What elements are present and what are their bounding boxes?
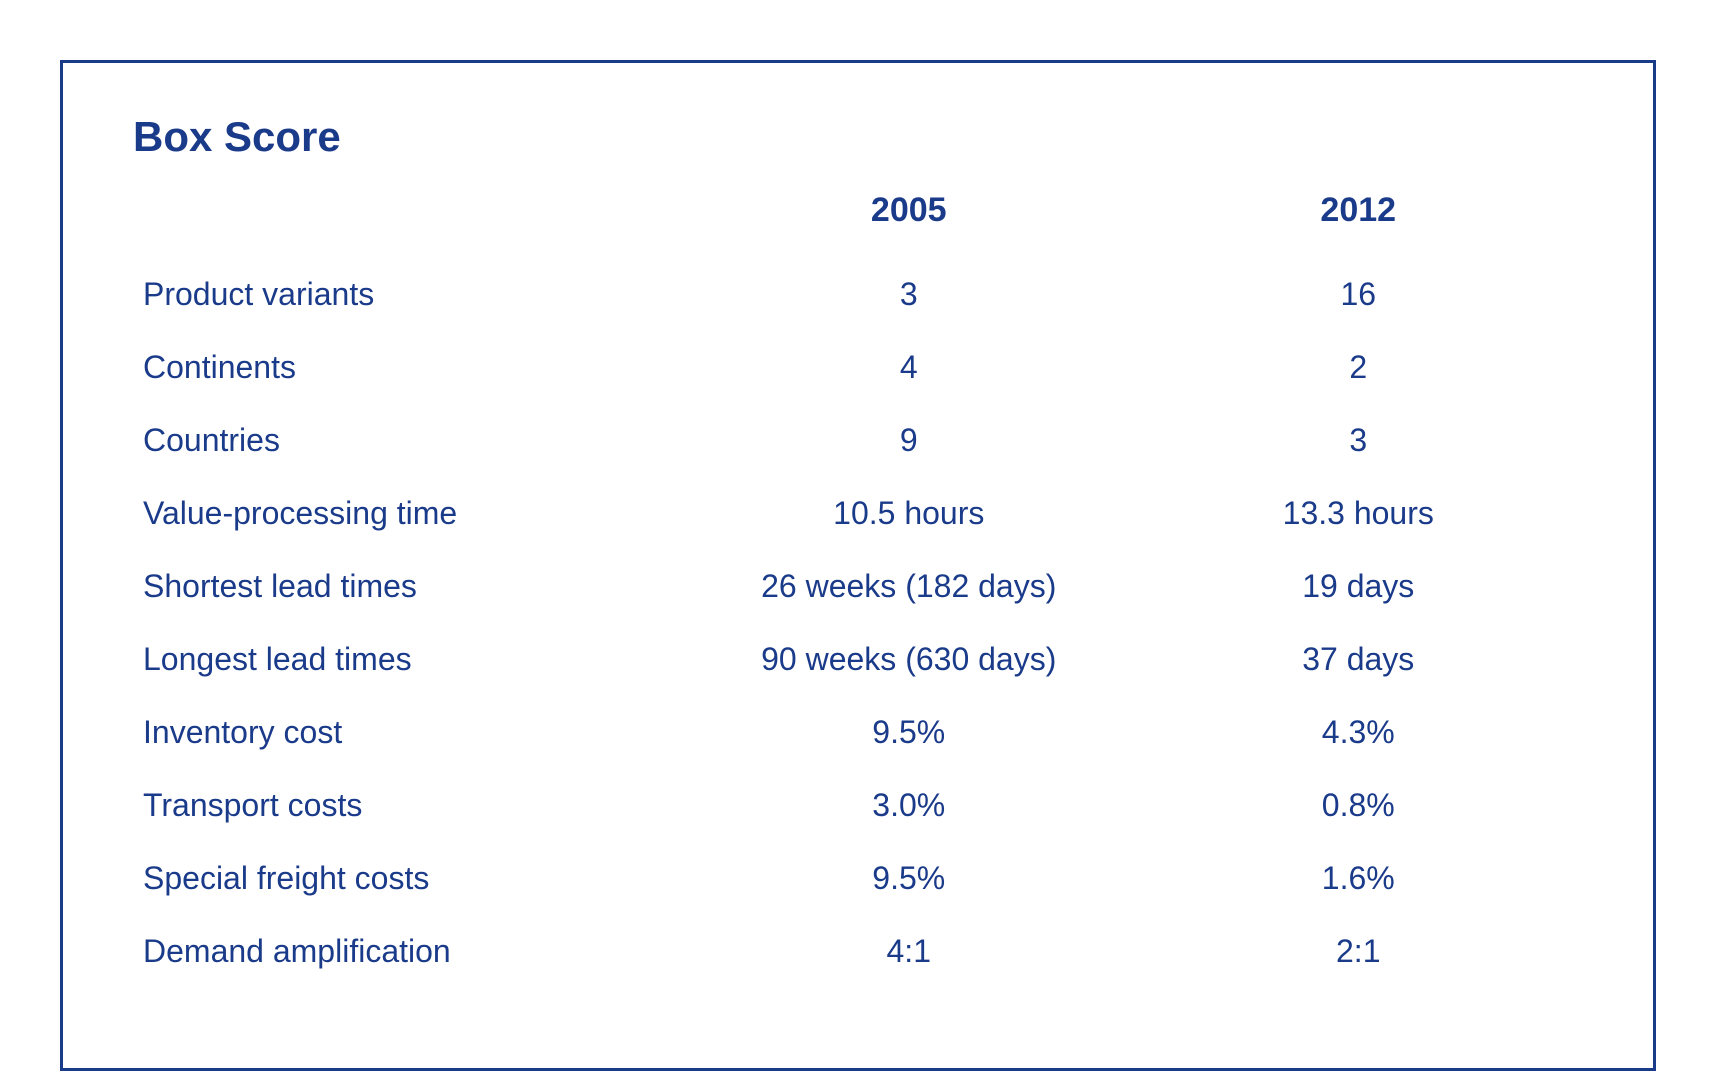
table-row: Product variants 3 16 xyxy=(133,258,1583,331)
row-label: Countries xyxy=(133,404,684,477)
table-row: Demand amplification 4:1 2:1 xyxy=(133,915,1583,988)
box-score-panel: Box Score 2005 2012 Product variants 3 1… xyxy=(60,60,1656,1071)
row-value-2005: 3.0% xyxy=(684,769,1134,842)
row-label: Shortest lead times xyxy=(133,550,684,623)
table-header-2005: 2005 xyxy=(684,179,1134,258)
table-header-row: 2005 2012 xyxy=(133,179,1583,258)
row-value-2005: 3 xyxy=(684,258,1134,331)
row-value-2005: 10.5 hours xyxy=(684,477,1134,550)
row-value-2012: 2:1 xyxy=(1134,915,1584,988)
row-value-2012: 0.8% xyxy=(1134,769,1584,842)
row-label: Transport costs xyxy=(133,769,684,842)
row-value-2012: 37 days xyxy=(1134,623,1584,696)
row-value-2012: 19 days xyxy=(1134,550,1584,623)
table-row: Transport costs 3.0% 0.8% xyxy=(133,769,1583,842)
table-header-2012: 2012 xyxy=(1134,179,1584,258)
row-label: Inventory cost xyxy=(133,696,684,769)
row-value-2005: 9.5% xyxy=(684,842,1134,915)
table-row: Continents 4 2 xyxy=(133,331,1583,404)
row-value-2012: 1.6% xyxy=(1134,842,1584,915)
table-row: Shortest lead times 26 weeks (182 days) … xyxy=(133,550,1583,623)
row-value-2005: 4:1 xyxy=(684,915,1134,988)
row-label: Demand amplification xyxy=(133,915,684,988)
row-value-2005: 90 weeks (630 days) xyxy=(684,623,1134,696)
table-row: Longest lead times 90 weeks (630 days) 3… xyxy=(133,623,1583,696)
table-row: Value-processing time 10.5 hours 13.3 ho… xyxy=(133,477,1583,550)
table-row: Special freight costs 9.5% 1.6% xyxy=(133,842,1583,915)
row-value-2012: 3 xyxy=(1134,404,1584,477)
row-label: Longest lead times xyxy=(133,623,684,696)
row-value-2012: 2 xyxy=(1134,331,1584,404)
table-body: Product variants 3 16 Continents 4 2 Cou… xyxy=(133,258,1583,988)
row-label: Product variants xyxy=(133,258,684,331)
box-score-table: 2005 2012 Product variants 3 16 Continen… xyxy=(133,179,1583,988)
row-value-2005: 9 xyxy=(684,404,1134,477)
table-row: Countries 9 3 xyxy=(133,404,1583,477)
row-label: Value-processing time xyxy=(133,477,684,550)
row-value-2005: 4 xyxy=(684,331,1134,404)
row-label: Special freight costs xyxy=(133,842,684,915)
row-value-2012: 13.3 hours xyxy=(1134,477,1584,550)
table-row: Inventory cost 9.5% 4.3% xyxy=(133,696,1583,769)
box-score-title: Box Score xyxy=(133,113,1583,161)
row-label: Continents xyxy=(133,331,684,404)
row-value-2005: 26 weeks (182 days) xyxy=(684,550,1134,623)
row-value-2012: 16 xyxy=(1134,258,1584,331)
row-value-2005: 9.5% xyxy=(684,696,1134,769)
row-value-2012: 4.3% xyxy=(1134,696,1584,769)
table-header-blank xyxy=(133,179,684,258)
